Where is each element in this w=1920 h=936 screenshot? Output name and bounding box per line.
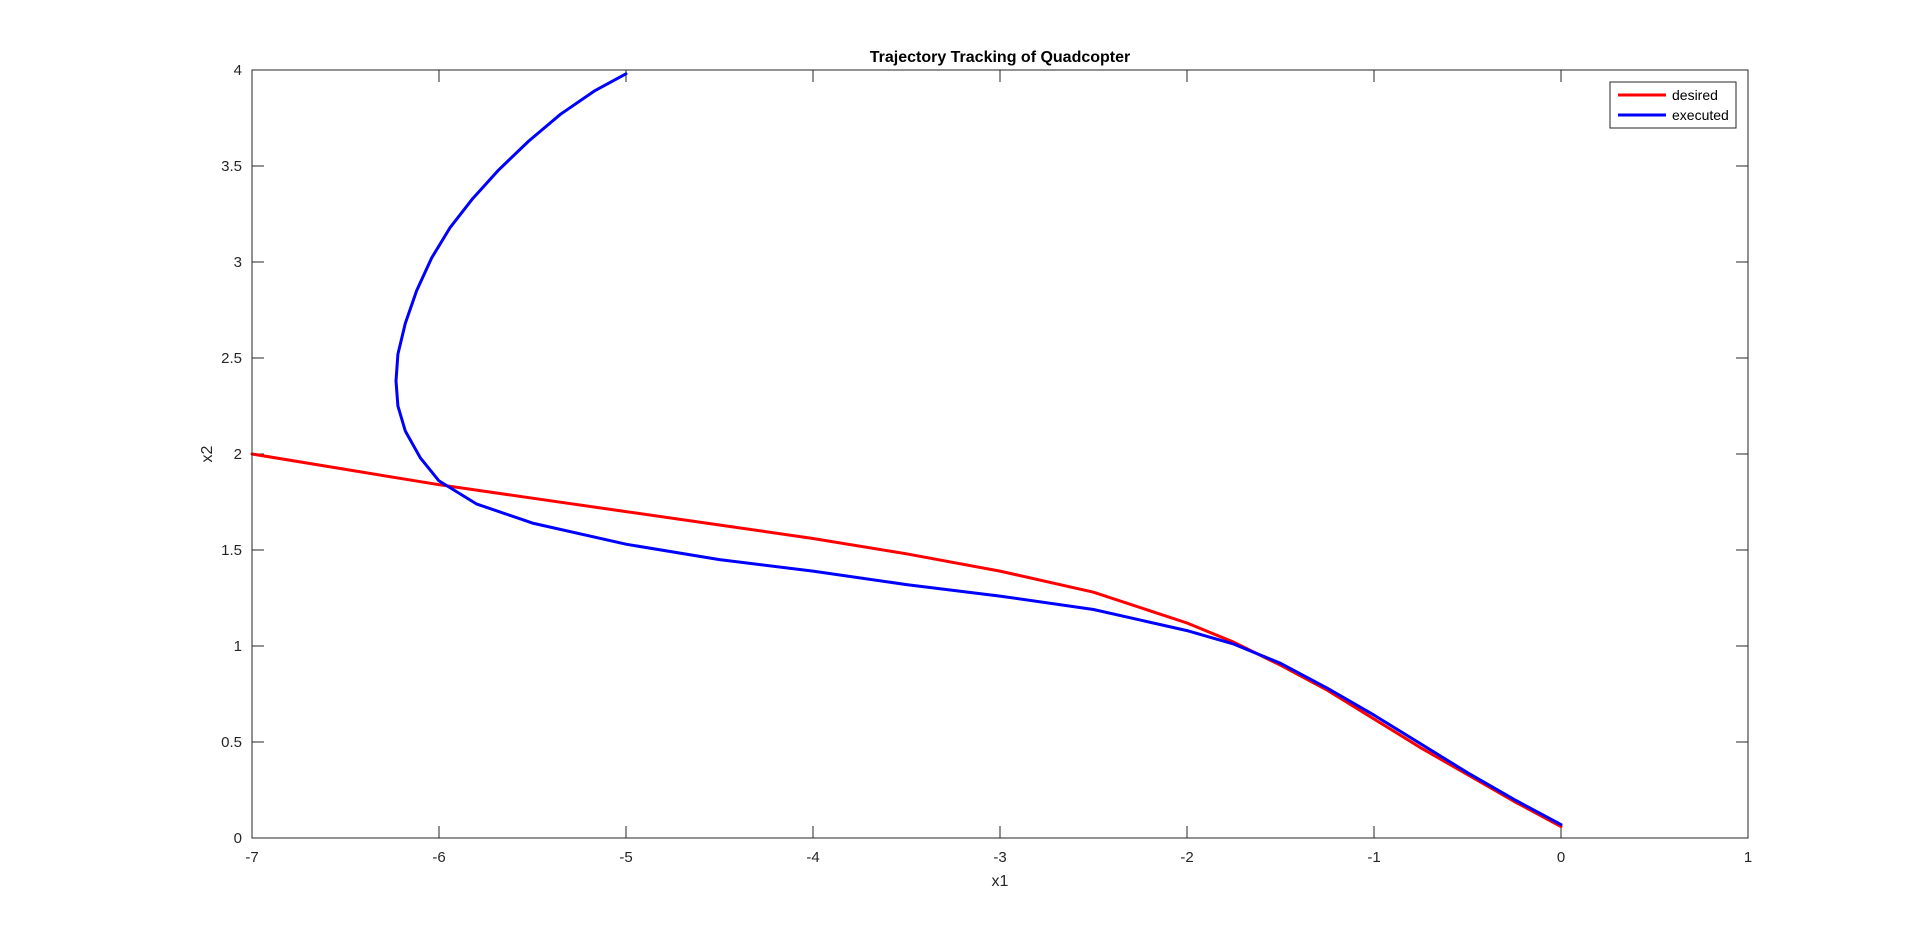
x-tick-label: 1 bbox=[1744, 849, 1752, 866]
legend-box bbox=[1609, 81, 1737, 129]
x-tick-label: -5 bbox=[619, 849, 632, 866]
legend-label-executed: executed bbox=[1672, 107, 1729, 123]
y-tick-label: 1.5 bbox=[221, 542, 242, 559]
series-line-desired bbox=[250, 452, 1563, 828]
legend-label-desired: desired bbox=[1672, 87, 1718, 103]
series-layer bbox=[250, 72, 1563, 828]
y-tick-label: 1 bbox=[234, 638, 242, 655]
plot-area bbox=[252, 70, 1748, 838]
chart-title: Trajectory Tracking of Quadcopter bbox=[870, 49, 1131, 66]
series-line-executed bbox=[394, 72, 1563, 827]
x-tick-label: -2 bbox=[1180, 849, 1193, 866]
x-axis-label: x1 bbox=[992, 873, 1009, 890]
y-tick-label: 3 bbox=[234, 254, 242, 271]
x-tick-label: -6 bbox=[432, 849, 445, 866]
y-tick-label: 4 bbox=[234, 62, 242, 79]
x-tick-label: -1 bbox=[1367, 849, 1380, 866]
legend: desired executed bbox=[1609, 81, 1737, 129]
axes-frame bbox=[251, 69, 1749, 839]
labels-layer: -7 -6 -5 -4 -3 -2 -1 0 1 0 0.5 1 1.5 2 2.5 3 3.5 4 bbox=[221, 62, 1752, 866]
x-tick-label: -7 bbox=[245, 849, 258, 866]
x-tick-label: 0 bbox=[1557, 849, 1565, 866]
x-tick-label: -4 bbox=[806, 849, 819, 866]
y-tick-label: 2.5 bbox=[221, 350, 242, 367]
y-tick-label: 2 bbox=[234, 446, 242, 463]
y-tick-label: 0.5 bbox=[221, 734, 242, 751]
y-axis-label: x2 bbox=[199, 445, 216, 462]
y-tick-label: 0 bbox=[234, 830, 242, 847]
y-tick-label: 3.5 bbox=[221, 158, 242, 175]
x-tick-label: -3 bbox=[993, 849, 1006, 866]
